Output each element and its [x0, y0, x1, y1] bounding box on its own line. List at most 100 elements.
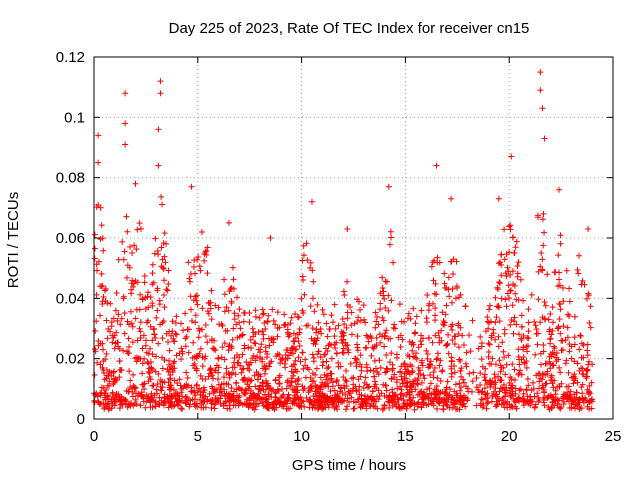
data-point: [100, 293, 107, 300]
data-point: [206, 390, 213, 397]
data-point: [584, 367, 591, 374]
data-point: [195, 334, 202, 341]
data-point: [320, 359, 327, 366]
data-point: [584, 295, 591, 302]
data-point: [356, 391, 363, 398]
data-point: [149, 366, 156, 373]
data-point: [511, 376, 518, 383]
data-point: [192, 312, 199, 319]
data-point: [285, 391, 292, 398]
data-point: [159, 335, 166, 342]
data-point: [535, 268, 542, 275]
data-point: [424, 291, 431, 298]
data-point: [319, 379, 326, 386]
data-point: [369, 388, 376, 395]
data-point: [463, 363, 470, 370]
data-point: [512, 244, 519, 251]
data-point: [180, 327, 187, 334]
data-point: [283, 405, 290, 412]
data-point: [537, 361, 544, 368]
data-point: [538, 250, 545, 257]
data-point: [346, 399, 353, 406]
data-point: [211, 346, 218, 353]
data-point: [130, 382, 137, 389]
data-point: [542, 360, 549, 367]
data-point: [97, 204, 104, 211]
data-point: [373, 334, 380, 341]
x-tick-label: 0: [90, 428, 98, 445]
data-point: [463, 349, 470, 356]
data-point: [324, 401, 331, 408]
data-point: [555, 397, 562, 404]
data-point: [408, 341, 415, 348]
data-point: [299, 257, 306, 264]
data-point: [157, 383, 164, 390]
data-point: [281, 311, 288, 318]
data-point: [161, 379, 168, 386]
data-point: [420, 372, 427, 379]
data-point: [262, 348, 269, 355]
data-point: [524, 397, 531, 404]
data-point: [534, 390, 541, 397]
data-point: [507, 321, 514, 328]
data-point: [154, 287, 161, 294]
data-point: [441, 319, 448, 326]
data-point: [432, 332, 439, 339]
data-point: [269, 306, 276, 313]
x-tick-label: 25: [605, 428, 622, 445]
data-point: [354, 296, 361, 303]
data-point: [103, 350, 110, 357]
data-point: [274, 386, 281, 393]
data-point: [332, 345, 339, 352]
data-point: [91, 231, 98, 238]
data-point: [220, 374, 227, 381]
data-point: [439, 388, 446, 395]
data-point: [505, 282, 512, 289]
data-point: [173, 313, 180, 320]
chart-title: Day 225 of 2023, Rate Of TEC Index for r…: [169, 20, 530, 37]
data-point: [411, 400, 418, 407]
data-point: [251, 406, 258, 413]
data-point: [525, 328, 532, 335]
data-point: [574, 360, 581, 367]
data-point: [455, 294, 462, 301]
data-point: [380, 317, 387, 324]
data-point: [158, 387, 165, 394]
data-point: [125, 388, 132, 395]
data-point: [120, 347, 127, 354]
data-point: [315, 396, 322, 403]
data-point: [455, 320, 462, 327]
data-point: [315, 319, 322, 326]
data-point: [102, 286, 109, 293]
data-point: [418, 341, 425, 348]
data-point: [481, 374, 488, 381]
data-point: [292, 357, 299, 364]
data-point: [445, 274, 452, 281]
x-tick-label: 20: [501, 428, 518, 445]
data-point: [281, 360, 288, 367]
data-point: [255, 400, 262, 407]
data-point: [379, 314, 386, 321]
data-point: [497, 377, 504, 384]
data-point: [173, 331, 180, 338]
data-point: [492, 361, 499, 368]
data-point: [575, 252, 582, 259]
data-point: [557, 369, 564, 376]
data-point: [201, 397, 208, 404]
data-point: [123, 274, 130, 281]
data-point: [178, 397, 185, 404]
data-point: [322, 382, 329, 389]
data-point: [550, 343, 557, 350]
data-point: [234, 334, 241, 341]
data-point: [256, 349, 263, 356]
data-point: [478, 356, 485, 363]
data-point: [394, 394, 401, 401]
data-point: [586, 382, 593, 389]
data-point: [265, 399, 272, 406]
data-point: [451, 341, 458, 348]
data-point: [246, 402, 253, 409]
data-point: [556, 276, 563, 283]
data-point: [124, 262, 131, 269]
data-point: [302, 374, 309, 381]
data-point: [357, 352, 364, 359]
